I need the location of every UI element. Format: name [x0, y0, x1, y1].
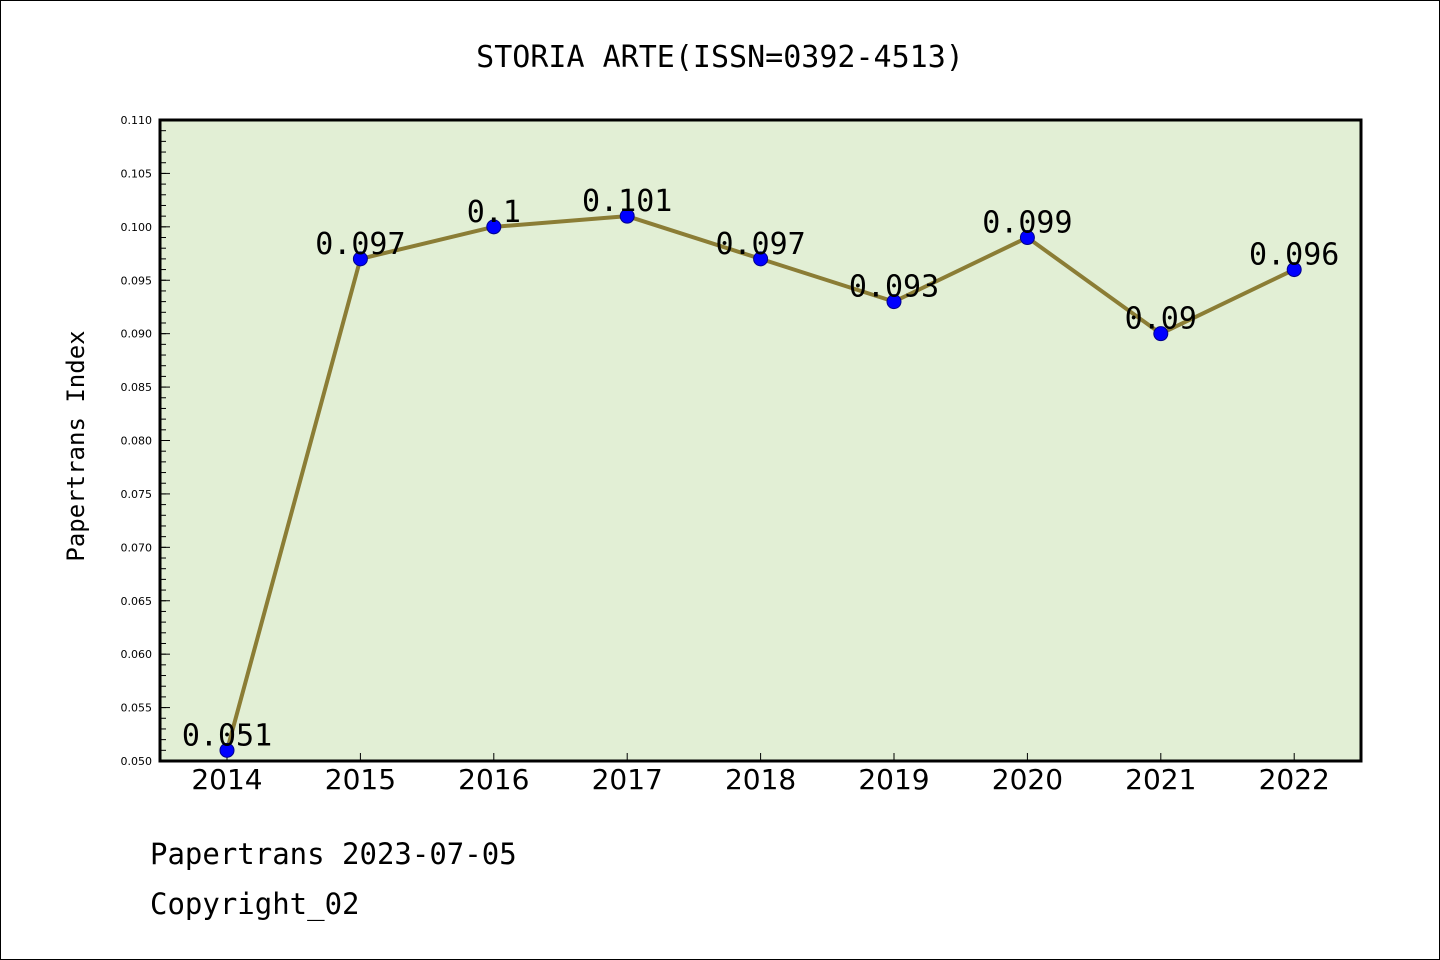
data-label: 0.097 — [315, 227, 405, 262]
data-point — [352, 251, 368, 267]
data-point — [486, 219, 502, 235]
plot-area — [160, 120, 1361, 761]
x-tick-label: 2018 — [725, 763, 796, 796]
data-point — [1019, 230, 1035, 246]
x-tick-label: 2022 — [1259, 763, 1330, 796]
chart-title: STORIA ARTE(ISSN=0392-4513) — [476, 40, 964, 75]
data-label: 0.093 — [849, 270, 939, 305]
y-tick-label: 0.075 — [121, 488, 153, 501]
y-tick-label: 0.085 — [121, 381, 153, 394]
data-point — [1153, 326, 1169, 342]
y-axis-ticks: 0.050 0.055 0.060 0.065 0.070 0.075 0.080 0.085… — [121, 114, 170, 768]
plot-border — [158, 118, 1363, 763]
data-label: 0.096 — [1249, 238, 1339, 273]
y-axis-label: Papertrans Index — [62, 330, 90, 561]
y-tick-label: 0.065 — [121, 595, 153, 608]
y-tick-label: 0.055 — [121, 702, 153, 715]
data-point — [753, 251, 769, 267]
data-point — [219, 742, 235, 758]
data-label: 0.09 — [1125, 302, 1197, 337]
data-point — [886, 294, 902, 310]
x-tick-label: 2020 — [992, 763, 1063, 796]
y-tick-label: 0.095 — [121, 274, 153, 287]
x-tick-label: 2017 — [592, 763, 663, 796]
x-tick-label: 2016 — [458, 763, 529, 796]
y-tick-label: 0.105 — [121, 167, 153, 180]
data-labels: 0.051 0.097 0.1 0.101 0.097 0.093 0.099 0.09 0.0… — [182, 184, 1340, 753]
data-point — [619, 208, 635, 224]
data-label: 0.101 — [582, 184, 672, 219]
data-label: 0.1 — [467, 195, 521, 230]
y-tick-label: 0.050 — [121, 755, 153, 768]
x-tick-label: 2019 — [858, 763, 929, 796]
data-label: 0.051 — [182, 718, 272, 753]
footer-date: Papertrans 2023-07-05 — [150, 837, 517, 871]
y-tick-label: 0.070 — [121, 541, 153, 554]
x-axis-ticks: 2014 2015 2016 2017 2018 2019 2020 2021 2022 — [191, 753, 1330, 796]
x-tick-label: 2021 — [1125, 763, 1196, 796]
data-point — [1286, 262, 1302, 278]
y-tick-label: 0.110 — [121, 114, 153, 127]
x-tick-label: 2015 — [325, 763, 396, 796]
y-tick-label: 0.080 — [121, 435, 153, 448]
y-tick-label: 0.090 — [121, 328, 153, 341]
x-tick-label: 2014 — [191, 763, 262, 796]
y-tick-label: 0.060 — [121, 648, 153, 661]
data-markers — [219, 208, 1302, 758]
data-label: 0.099 — [982, 206, 1072, 241]
data-label: 0.097 — [715, 227, 805, 262]
y-tick-label: 0.100 — [121, 221, 153, 234]
footer-copyright: Copyright_02 — [150, 887, 360, 922]
